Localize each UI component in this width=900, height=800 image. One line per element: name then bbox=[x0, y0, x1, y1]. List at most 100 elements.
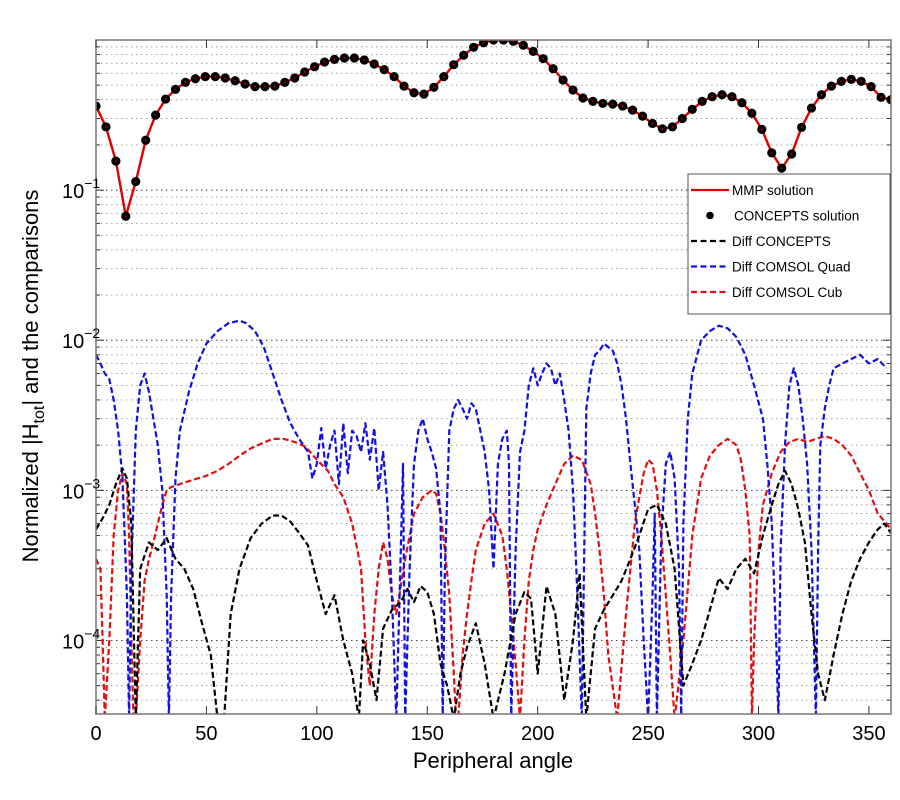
data-point-center bbox=[810, 107, 813, 109]
data-point-center bbox=[750, 112, 753, 115]
data-point-center bbox=[105, 125, 107, 128]
data-point-center bbox=[631, 109, 634, 112]
data-point-center bbox=[303, 71, 306, 73]
data-point-center bbox=[611, 103, 614, 106]
y-tick-label: 10−2 bbox=[62, 325, 100, 353]
data-point bbox=[498, 40, 509, 45]
data-point-center bbox=[661, 127, 664, 130]
y-axis-label-prefix: Normalized |H bbox=[18, 423, 43, 562]
y-axis-label-suffix: | and the comparisons bbox=[18, 190, 43, 406]
data-point-center bbox=[860, 80, 863, 83]
data-point-center bbox=[204, 75, 207, 78]
series-line bbox=[96, 467, 891, 714]
data-point-center bbox=[552, 67, 555, 70]
series-concepts-solution bbox=[96, 40, 891, 221]
data-point-center bbox=[731, 95, 733, 98]
x-tick-label: 200 bbox=[521, 723, 554, 745]
plot-area bbox=[96, 40, 891, 714]
x-tick-label: 150 bbox=[411, 723, 444, 745]
legend-label: Diff COMSOL Cub bbox=[732, 285, 842, 300]
x-tick-label: 0 bbox=[90, 723, 101, 745]
series-diff-comsol-cub bbox=[96, 434, 891, 714]
data-point-center bbox=[840, 80, 843, 83]
legend-box bbox=[687, 173, 891, 315]
data-point-center bbox=[472, 46, 475, 49]
data-point-center bbox=[790, 153, 793, 155]
data-point-center bbox=[780, 167, 783, 170]
data-point bbox=[488, 40, 499, 45]
data-point-center bbox=[522, 44, 525, 47]
data-point-center bbox=[293, 77, 296, 79]
data-point-center bbox=[194, 77, 197, 80]
data-point-center bbox=[671, 125, 674, 128]
legend-marker bbox=[706, 211, 714, 220]
y-tick-label: 10−1 bbox=[62, 175, 100, 203]
data-point bbox=[886, 95, 891, 105]
data-point-center bbox=[343, 57, 346, 59]
data-point-center bbox=[423, 93, 425, 96]
data-point-center bbox=[114, 160, 117, 163]
data-point-center bbox=[254, 85, 256, 88]
data-point-center bbox=[224, 77, 227, 79]
y-axis: 10−1 10−2 10−3 10−4 bbox=[62, 175, 100, 653]
legend-item: Diff COMSOL Quad bbox=[691, 260, 851, 275]
data-point-center bbox=[244, 83, 246, 85]
data-point-center bbox=[403, 85, 405, 88]
data-point-center bbox=[681, 117, 684, 120]
legend: MMP solution CONCEPTS solution Diff CONCEP… bbox=[687, 173, 891, 315]
data-point-center bbox=[333, 58, 336, 61]
data-point-center bbox=[174, 88, 177, 91]
y-tick-label: 10−4 bbox=[62, 625, 100, 653]
data-point-center bbox=[452, 63, 455, 66]
data-point-center bbox=[442, 75, 445, 78]
x-axis: 0 50 100 150 200 250 300 350 bbox=[90, 40, 886, 745]
data-point-center bbox=[264, 85, 266, 88]
data-point-center bbox=[214, 75, 217, 78]
data-point-center bbox=[741, 101, 743, 104]
data-point-center bbox=[144, 139, 147, 142]
data-point-center bbox=[532, 50, 535, 53]
data-point-center bbox=[701, 100, 704, 103]
legend-item: CONCEPTS solution bbox=[706, 209, 859, 224]
data-point-center bbox=[591, 100, 594, 103]
data-point-center bbox=[154, 114, 157, 117]
plot-frame bbox=[95, 39, 892, 715]
legend-label: Diff CONCEPTS bbox=[732, 234, 831, 249]
legend-item: Diff COMSOL Cub bbox=[691, 285, 842, 300]
data-point-center bbox=[134, 180, 137, 183]
grid-lines bbox=[96, 39, 891, 701]
data-point-center bbox=[621, 105, 624, 107]
data-point-center bbox=[124, 215, 127, 218]
data-point-center bbox=[770, 151, 773, 154]
data-point-center bbox=[721, 93, 723, 96]
data-point-center bbox=[830, 85, 833, 88]
data-point-center bbox=[234, 79, 237, 82]
legend-label: Diff COMSOL Quad bbox=[732, 260, 851, 275]
data-point bbox=[508, 40, 518, 46]
data-point-center bbox=[711, 95, 714, 98]
data-point-center bbox=[323, 61, 326, 63]
legend-item: MMP solution bbox=[691, 183, 814, 198]
y-axis-label-subscript: tot bbox=[31, 405, 48, 423]
data-point-center bbox=[542, 57, 545, 60]
data-point-center bbox=[512, 40, 515, 43]
x-axis-label: Peripheral angle bbox=[413, 748, 573, 773]
data-point-center bbox=[353, 57, 356, 59]
data-point-center bbox=[582, 97, 584, 99]
series-line bbox=[96, 319, 888, 714]
data-point-center bbox=[850, 78, 853, 81]
data-point-center bbox=[820, 93, 823, 96]
data-point-center bbox=[283, 81, 286, 84]
y-tick-label: 10−3 bbox=[62, 475, 100, 503]
data-point-center bbox=[373, 63, 376, 65]
data-point bbox=[96, 101, 101, 111]
x-tick-label: 100 bbox=[300, 723, 333, 745]
legend-label: CONCEPTS solution bbox=[734, 209, 859, 224]
legend-label: MMP solution bbox=[732, 183, 814, 198]
data-point-center bbox=[363, 59, 366, 61]
data-point-center bbox=[651, 122, 654, 125]
data-point-center bbox=[870, 85, 873, 88]
series-diff-comsol-quad bbox=[96, 319, 888, 714]
x-tick-label: 250 bbox=[631, 723, 664, 745]
